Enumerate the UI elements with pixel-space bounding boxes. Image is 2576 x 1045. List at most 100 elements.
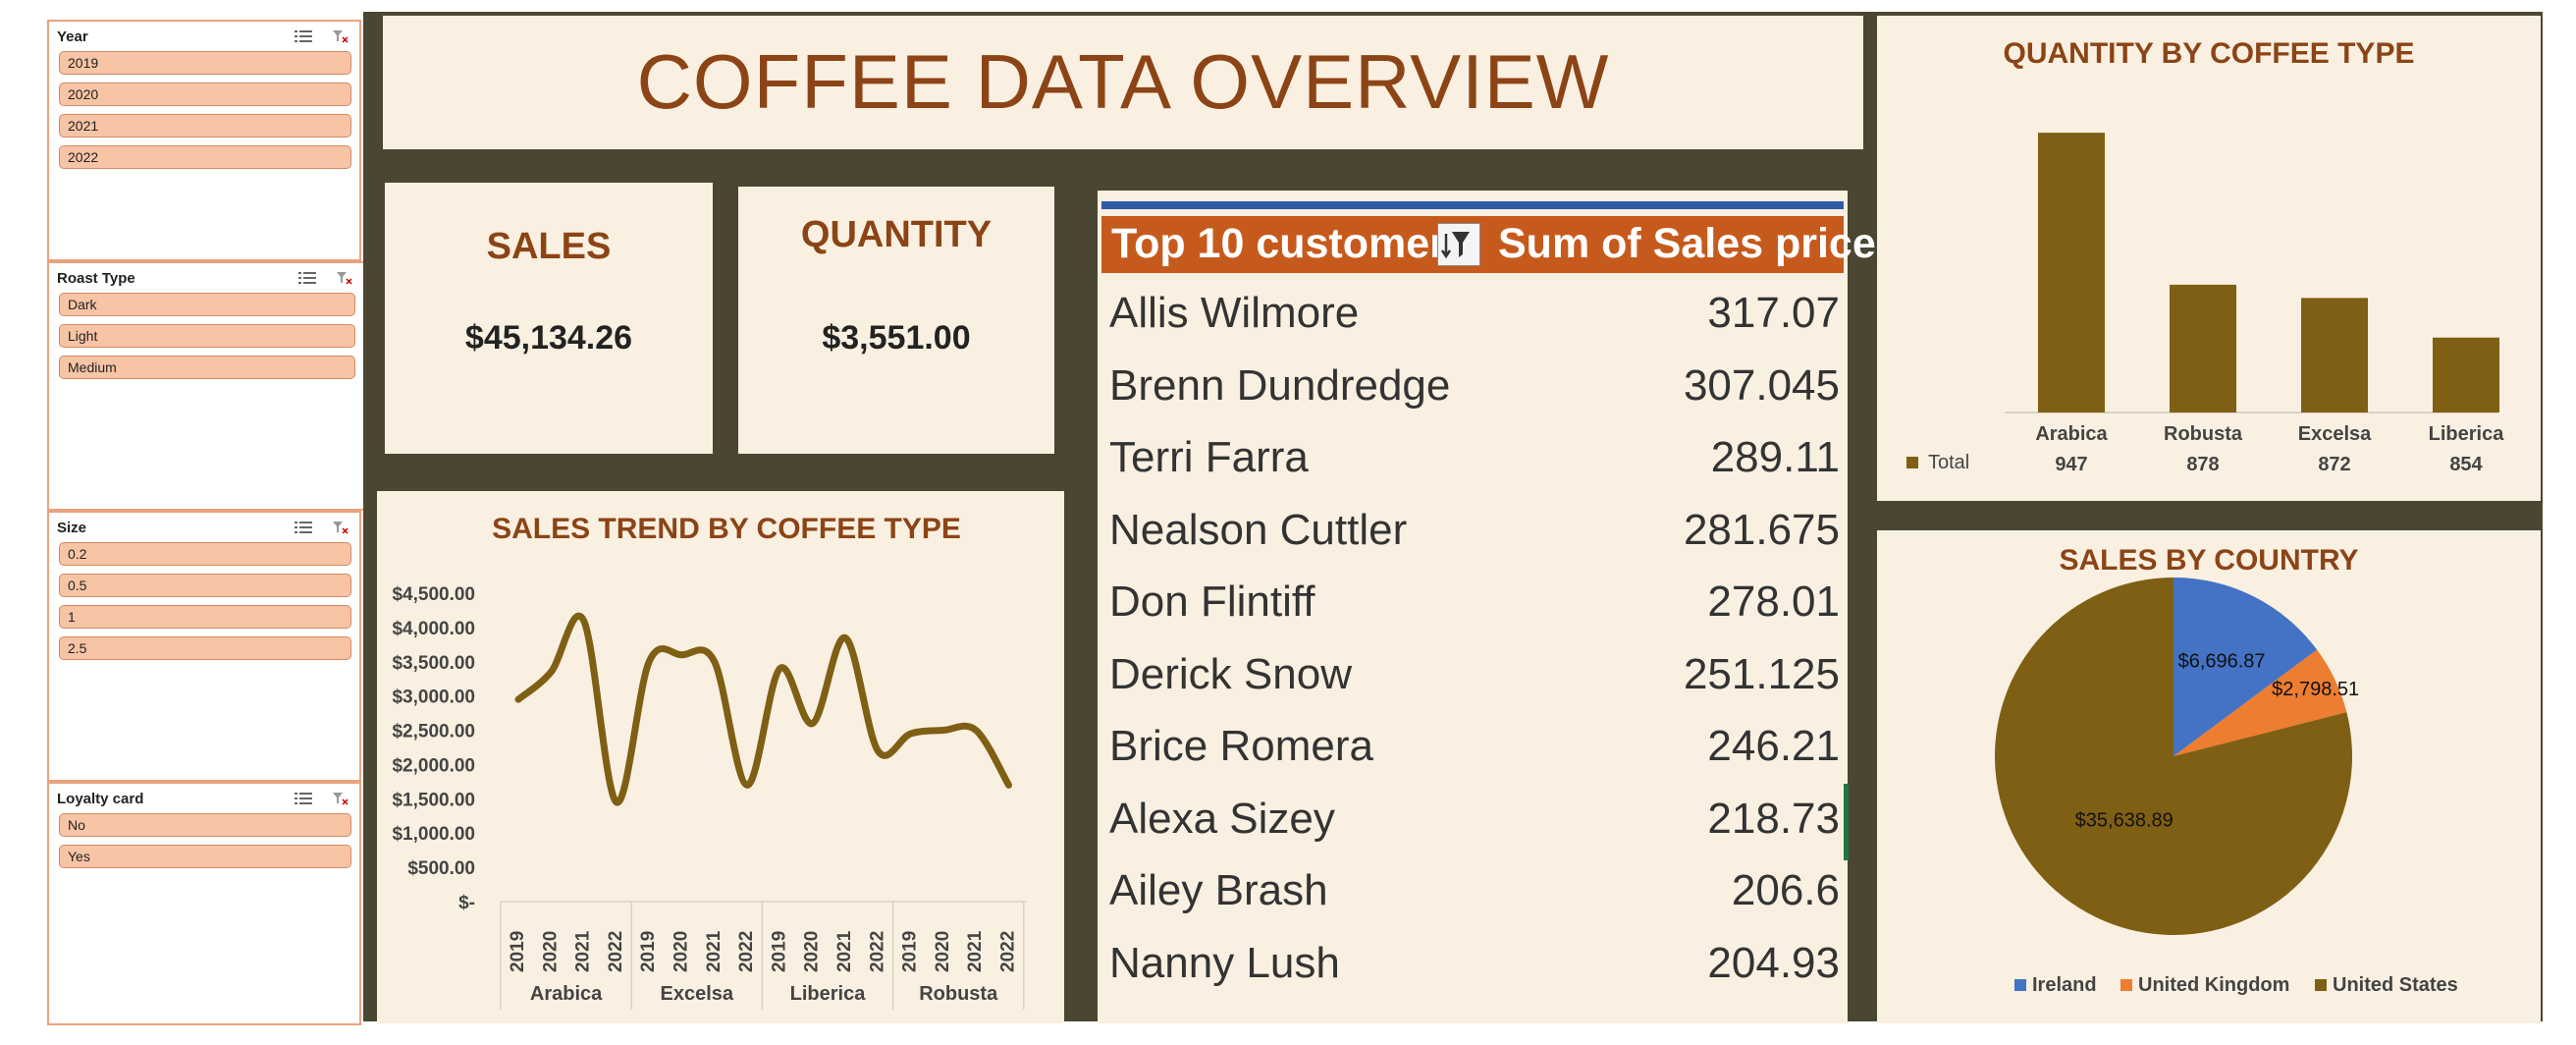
customer-sales: 281.675 [1683, 505, 1840, 554]
legend-entry: Ireland [2032, 974, 2097, 996]
customer-sales: 317.07 [1707, 289, 1840, 337]
data-label: 854 [2449, 454, 2483, 475]
bar [2433, 337, 2499, 412]
slicer-item[interactable]: 2020 [59, 82, 351, 106]
table-top-border [1101, 201, 1844, 209]
x-tick-label: 2020 [540, 931, 561, 972]
slicer-item[interactable]: 2022 [59, 145, 351, 169]
slicer-item[interactable]: Light [59, 324, 355, 348]
x-tick-label: Robusta [2164, 423, 2243, 445]
slicer-loyalty-card: Loyalty card No Yes [47, 782, 361, 1025]
slicer-item[interactable]: Medium [59, 356, 355, 379]
slicer-item[interactable]: 2.5 [59, 636, 351, 660]
sales-value: $45,134.26 [464, 319, 633, 357]
legend-entry: United States [2333, 974, 2458, 996]
sales-trend-card: SALES TREND BY COFFEE TYPE $- $500.00 $1,0… [377, 491, 1064, 1023]
legend-swatch [1906, 457, 1918, 468]
multi-select-icon[interactable] [298, 271, 316, 285]
x-tick-label: 2019 [900, 931, 921, 972]
clear-filter-icon[interactable] [332, 792, 349, 805]
customer-name: Brenn Dundredge [1109, 360, 1451, 410]
x-tick-label: 2020 [802, 931, 823, 972]
data-label: 878 [2186, 454, 2219, 475]
multi-select-icon[interactable] [295, 792, 312, 805]
slicer-item[interactable]: Yes [59, 845, 351, 868]
customer-sales: 246.21 [1707, 722, 1840, 770]
slicer-year: Year 2019 2020 2021 2022 [47, 20, 361, 261]
customer-sales: 251.125 [1683, 649, 1840, 698]
cell-selection-marker [1844, 784, 1849, 860]
quantity-label: QUANTITY [800, 214, 993, 255]
table-row: Ailey Brash 206.6 [1109, 858, 1840, 929]
header-customers: Top 10 customers [1111, 220, 1470, 267]
group-label: Excelsa [661, 983, 734, 1005]
slicer-item[interactable]: 0.5 [59, 574, 351, 597]
pie-slice [2174, 578, 2318, 756]
title-card: COFFEE DATA OVERVIEW [383, 16, 1863, 149]
sales-trend-chart: SALES TREND BY COFFEE TYPE $- $500.00 $1,0… [392, 513, 1027, 1010]
chart-title: SALES TREND BY COFFEE TYPE [492, 513, 961, 545]
x-tick-label: 2022 [998, 931, 1019, 972]
slicer-item[interactable]: 1 [59, 605, 351, 629]
legend-swatch [2014, 979, 2026, 991]
clear-filter-icon[interactable] [332, 521, 349, 534]
table-row: Allis Wilmore 317.07 [1109, 281, 1840, 352]
y-tick-label: $- [458, 893, 475, 913]
customer-name: Nanny Lush [1109, 938, 1340, 987]
customer-sales: 206.6 [1731, 866, 1840, 914]
filter-dropdown-button[interactable] [1437, 223, 1480, 266]
slicer-item[interactable]: 2021 [59, 114, 351, 138]
x-tick-label: 2019 [638, 931, 659, 972]
clear-filter-icon[interactable] [336, 271, 353, 285]
x-tick-label: 2020 [933, 931, 953, 972]
sales-card: SALES $45,134.26 [385, 183, 713, 454]
slicer-title: Year [57, 28, 88, 45]
data-label: $6,696.87 [2178, 650, 2266, 672]
group-label: Robusta [919, 983, 998, 1005]
multi-select-icon[interactable] [295, 521, 312, 534]
slicer-roast-type: Roast Type Dark Light Medium [47, 261, 365, 511]
series-line [514, 612, 1012, 806]
country-chart-card: SALES BY COUNTRY $6,696.87 $2,798.51 $35,6… [1877, 530, 2541, 1023]
sales-by-country-pie: SALES BY COUNTRY $6,696.87 $2,798.51 $35,6… [1995, 544, 2458, 996]
bar [2170, 284, 2236, 412]
table-row: Brenn Dundredge 307.045 [1109, 354, 1840, 424]
clear-filter-icon[interactable] [332, 29, 349, 43]
legend-entry: United Kingdom [2138, 974, 2289, 996]
x-tick-label: 2022 [867, 931, 887, 972]
customer-name: Don Flintiff [1109, 578, 1315, 626]
data-label: $35,638.89 [2075, 810, 2174, 832]
y-tick-label: $500.00 [407, 858, 475, 879]
slicer-item[interactable]: 0.2 [59, 542, 351, 566]
x-tick-label: 2021 [704, 930, 724, 972]
sort-filter-icon [1440, 232, 1470, 259]
y-tick-label: $2,500.00 [392, 722, 475, 742]
x-tick-label: 2020 [671, 931, 692, 972]
chart-title: SALES BY COUNTRY [2059, 544, 2358, 577]
table-row: Derick Snow 251.125 [1109, 642, 1840, 713]
multi-select-icon[interactable] [295, 29, 312, 43]
slicer-item[interactable]: No [59, 813, 351, 837]
y-tick-label: $2,000.00 [392, 755, 475, 776]
data-label: $2,798.51 [2272, 679, 2359, 700]
y-tick-label: $3,500.00 [392, 653, 475, 674]
x-tick-label: 2021 [573, 930, 594, 972]
quantity-value: $3,551.00 [822, 319, 971, 357]
sales-label: SALES [486, 226, 612, 267]
slicer-item[interactable]: 2019 [59, 51, 351, 75]
x-tick-label: 2019 [769, 931, 789, 972]
table-row: Brice Romera 246.21 [1109, 714, 1840, 785]
slicer-title: Size [57, 519, 87, 536]
data-label: 947 [2055, 454, 2087, 475]
y-tick-label: $4,500.00 [392, 584, 475, 605]
customer-name: Ailey Brash [1109, 866, 1328, 914]
slicer-item[interactable]: Dark [59, 293, 355, 316]
slicer-title: Roast Type [57, 269, 135, 287]
table-row: Don Flintiff 278.01 [1109, 570, 1840, 640]
chart-title: QUANTITY BY COFFEE TYPE [2004, 37, 2415, 70]
legend-swatch [2120, 979, 2132, 991]
y-tick-label: $1,500.00 [392, 790, 475, 810]
y-tick-label: $4,000.00 [392, 619, 475, 639]
customer-sales: 307.045 [1683, 360, 1840, 410]
x-tick-label: Arabica [2035, 423, 2108, 445]
